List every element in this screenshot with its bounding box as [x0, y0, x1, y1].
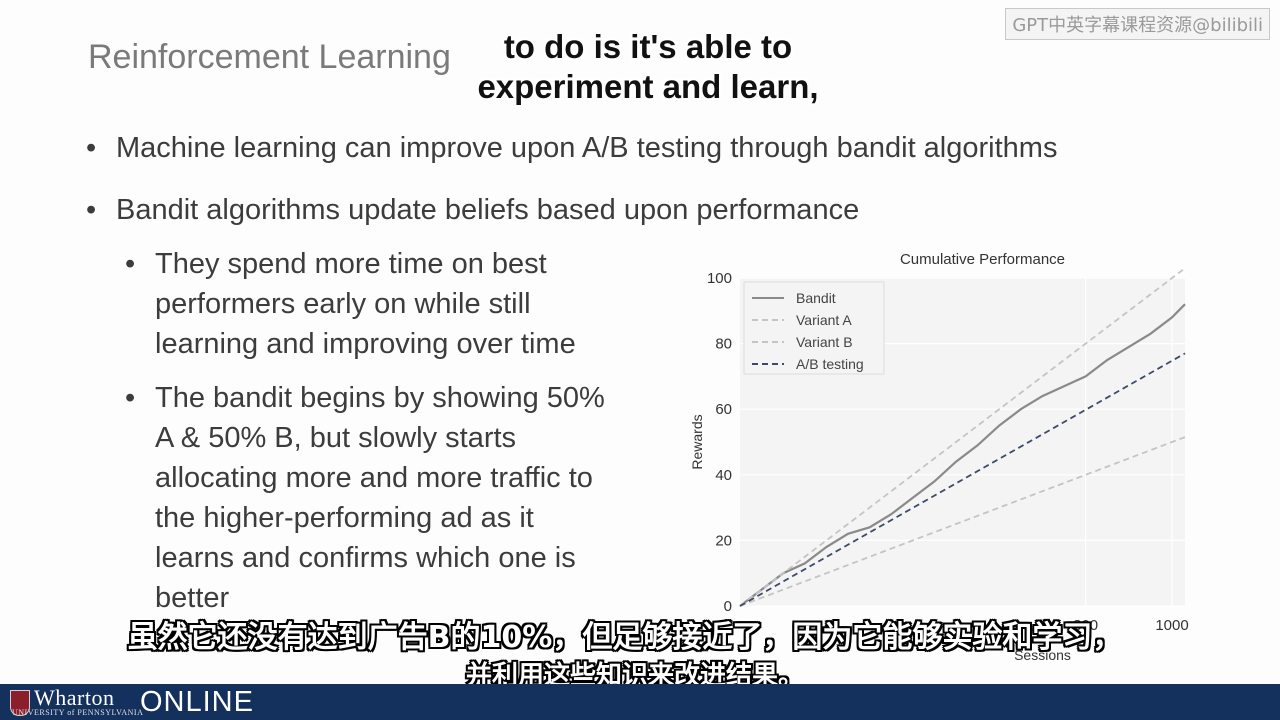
- legend-label: Bandit: [796, 290, 836, 306]
- y-tick-label: 40: [715, 467, 732, 484]
- y-tick-label: 60: [715, 401, 732, 418]
- university-text: UNIVERSITY of PENNSYLVANIA: [12, 708, 144, 717]
- slide-title: Reinforcement Learning: [88, 38, 451, 76]
- wharton-logo-text: Wharton: [34, 685, 115, 710]
- online-label: ONLINE: [140, 686, 254, 718]
- x-tick-label: 1000: [1155, 617, 1188, 634]
- cumulative-performance-chart: Cumulative Performance 0 20 40 60 80 100 800 100…: [689, 251, 1189, 663]
- watermark: GPT中英字幕课程资源@bilibili: [1005, 8, 1270, 40]
- legend-label: Variant A: [796, 312, 852, 328]
- y-tick-label: 80: [715, 336, 732, 353]
- series-line-variant-a: [739, 267, 1186, 607]
- y-tick-label: 100: [707, 270, 732, 287]
- y-tick-label: 0: [724, 598, 732, 615]
- y-tick-label: 20: [715, 532, 732, 549]
- footer-bar: Wharton UNIVERSITY of PENNSYLVANIA ONLIN…: [0, 684, 1280, 720]
- subtitle-en-line-1: to do is it's able to: [503, 28, 793, 65]
- subtitle-en-line-2: experiment and learn,: [477, 68, 819, 105]
- sub-bullet-item: The bandit begins by showing 50% A & 50%…: [125, 378, 615, 618]
- bullet-list: Machine learning can improve upon A/B te…: [86, 128, 1206, 252]
- y-axis-label: Rewards: [689, 414, 705, 469]
- sub-bullet-item: They spend more time on best performers …: [125, 244, 615, 364]
- sub-bullet-list: They spend more time on best performers …: [125, 244, 615, 632]
- x-axis-label: Sessions: [1014, 647, 1071, 663]
- legend-label: A/B testing: [796, 356, 864, 372]
- series-line-a-b-testing: [739, 352, 1186, 607]
- x-tick-label: 800: [1073, 617, 1098, 634]
- chart-title: Cumulative Performance: [900, 251, 1065, 268]
- series-line-bandit: [739, 303, 1186, 607]
- bullet-item: Bandit algorithms update beliefs based u…: [86, 190, 1206, 230]
- penn-shield-icon: [10, 690, 30, 716]
- subtitle-zh-line-1: 虽然它还没有达到广告B的10%，但足够接近了，因为它能够实验和学习，: [127, 620, 1123, 655]
- bullet-item: Machine learning can improve upon A/B te…: [86, 128, 1206, 168]
- legend-label: Variant B: [796, 334, 853, 350]
